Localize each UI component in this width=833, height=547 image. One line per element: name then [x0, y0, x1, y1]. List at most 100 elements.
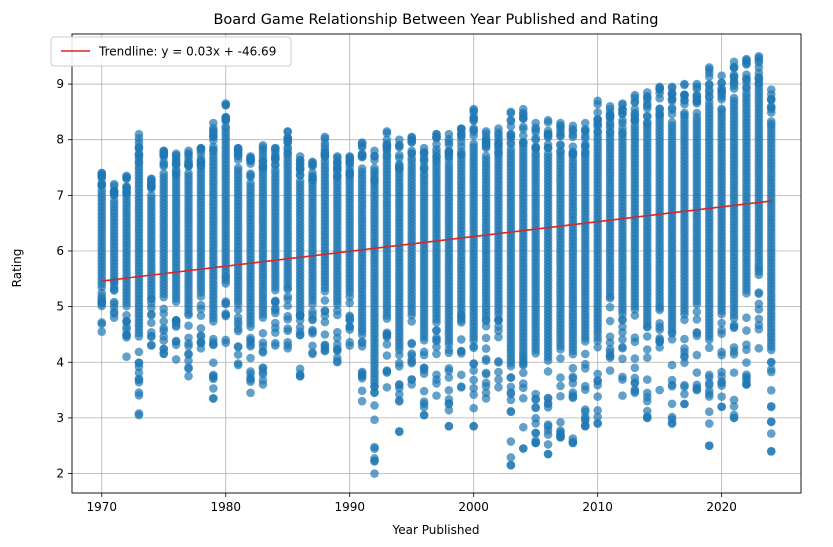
- data-point: [345, 298, 355, 308]
- data-point: [271, 304, 280, 313]
- data-point: [494, 375, 503, 384]
- data-point: [667, 360, 677, 370]
- data-point: [531, 395, 540, 405]
- data-point: [580, 133, 590, 143]
- legend-box: [50, 36, 292, 67]
- data-point: [667, 328, 677, 338]
- data-point: [370, 454, 379, 463]
- data-point: [580, 421, 590, 431]
- data-point: [580, 364, 590, 373]
- data-point: [605, 344, 615, 354]
- data-point: [171, 355, 181, 364]
- data-point: [419, 363, 429, 373]
- data-point: [159, 304, 169, 314]
- data-point: [556, 391, 565, 401]
- data-point: [233, 342, 243, 351]
- data-point: [655, 319, 664, 328]
- data-point: [382, 329, 392, 339]
- x-tick-label: 1980: [210, 500, 241, 514]
- data-point: [729, 57, 739, 67]
- data-point: [494, 124, 503, 133]
- data-point: [407, 317, 417, 326]
- x-axis-title: Year Published: [392, 523, 480, 537]
- data-point: [246, 178, 255, 188]
- data-point: [680, 399, 689, 409]
- data-point: [159, 146, 169, 156]
- data-point: [580, 349, 590, 359]
- data-point: [506, 107, 516, 117]
- data-point: [618, 116, 627, 125]
- data-point: [196, 344, 206, 353]
- data-point: [593, 342, 602, 352]
- data-point: [295, 159, 305, 168]
- trendline-group: [101, 200, 772, 282]
- data-point: [320, 317, 330, 327]
- data-point: [233, 143, 243, 153]
- data-point: [593, 108, 602, 117]
- data-point: [370, 415, 379, 425]
- data-point: [407, 132, 417, 142]
- data-point: [345, 292, 355, 302]
- data-point: [506, 115, 516, 125]
- data-point: [543, 440, 553, 449]
- data-point: [481, 333, 491, 343]
- data-point: [531, 419, 540, 428]
- data-point: [717, 392, 726, 401]
- data-point: [395, 427, 404, 437]
- data-point: [618, 354, 627, 364]
- data-point: [97, 327, 107, 336]
- data-point: [246, 171, 255, 180]
- data-point: [395, 358, 404, 368]
- data-point: [407, 339, 417, 349]
- data-point: [766, 429, 776, 438]
- x-axis-ticks: 1970 1980 1990 2000 2010 2020: [86, 493, 737, 514]
- data-point: [655, 385, 664, 395]
- data-point: [283, 285, 293, 294]
- data-point: [605, 366, 615, 375]
- data-point: [345, 341, 355, 350]
- data-point: [97, 168, 107, 178]
- data-point: [729, 323, 739, 333]
- data-point: [766, 402, 776, 412]
- y-tick-label: 5: [56, 300, 64, 314]
- data-point: [605, 316, 615, 326]
- data-point: [742, 326, 751, 335]
- data-point: [432, 151, 441, 161]
- data-point: [543, 393, 553, 403]
- y-tick-label: 9: [56, 77, 64, 91]
- data-point: [271, 143, 280, 153]
- data-point: [122, 352, 131, 361]
- data-point: [283, 136, 293, 145]
- data-point: [543, 143, 553, 153]
- data-point: [221, 99, 231, 108]
- data-point: [395, 150, 404, 160]
- data-point: [395, 390, 404, 399]
- data-point: [370, 469, 379, 478]
- data-point: [580, 385, 590, 394]
- data-point: [147, 303, 156, 313]
- data-point: [122, 171, 131, 181]
- data-point: [692, 108, 702, 118]
- data-point: [295, 371, 305, 381]
- data-point: [308, 349, 317, 359]
- data-point: [456, 124, 466, 133]
- data-point: [618, 343, 627, 353]
- data-point: [320, 145, 330, 154]
- data-point: [642, 413, 652, 423]
- data-point: [444, 373, 454, 382]
- data-point: [357, 371, 367, 381]
- data-point: [655, 82, 664, 92]
- data-point: [258, 162, 268, 171]
- data-point: [432, 349, 441, 359]
- data-point: [667, 334, 677, 344]
- data-point: [494, 367, 503, 377]
- data-point: [382, 366, 392, 375]
- data-point: [766, 386, 776, 395]
- data-point: [258, 328, 268, 338]
- data-point: [766, 119, 776, 129]
- data-point: [704, 407, 714, 417]
- data-point: [382, 127, 392, 136]
- data-point: [605, 332, 615, 341]
- data-point: [320, 346, 330, 356]
